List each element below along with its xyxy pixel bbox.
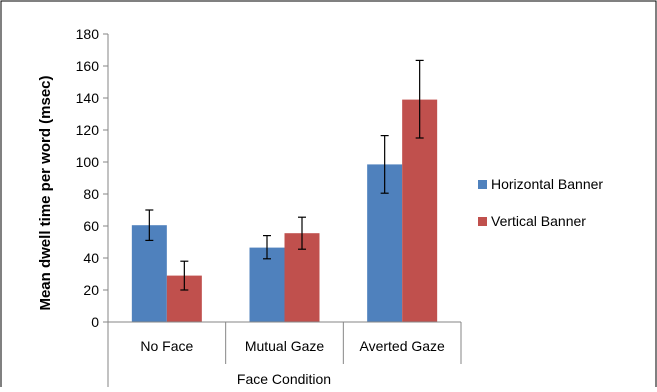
x-axis-title: Face Condition <box>237 371 331 387</box>
x-tick-label-2: Mutual Gaze <box>245 338 325 354</box>
y-tick-label-9: 180 <box>76 26 100 42</box>
bar-1-1 <box>131 225 167 322</box>
legend-swatch-1 <box>478 180 487 189</box>
y-tick-label-5: 100 <box>76 154 100 170</box>
bar-1-2 <box>249 247 285 322</box>
y-tick-label-7: 140 <box>76 90 100 106</box>
y-tick-label-3: 60 <box>83 218 99 234</box>
legend-label-1: Horizontal Banner <box>491 176 603 192</box>
x-tick-label-3: Averted Gaze <box>359 338 445 354</box>
y-tick-label-8: 160 <box>76 58 100 74</box>
y-tick-label-4: 80 <box>83 186 99 202</box>
y-tick-label-0: 0 <box>91 314 99 330</box>
y-tick-label-1: 20 <box>83 282 99 298</box>
x-tick-label-1: No Face <box>140 338 193 354</box>
y-axis-title: Mean dwell time per word (msec) <box>37 75 54 310</box>
legend-label-2: Vertical Banner <box>491 213 586 229</box>
y-tick-label-6: 120 <box>76 122 100 138</box>
y-tick-label-2: 40 <box>83 250 99 266</box>
legend-swatch-2 <box>478 217 487 226</box>
